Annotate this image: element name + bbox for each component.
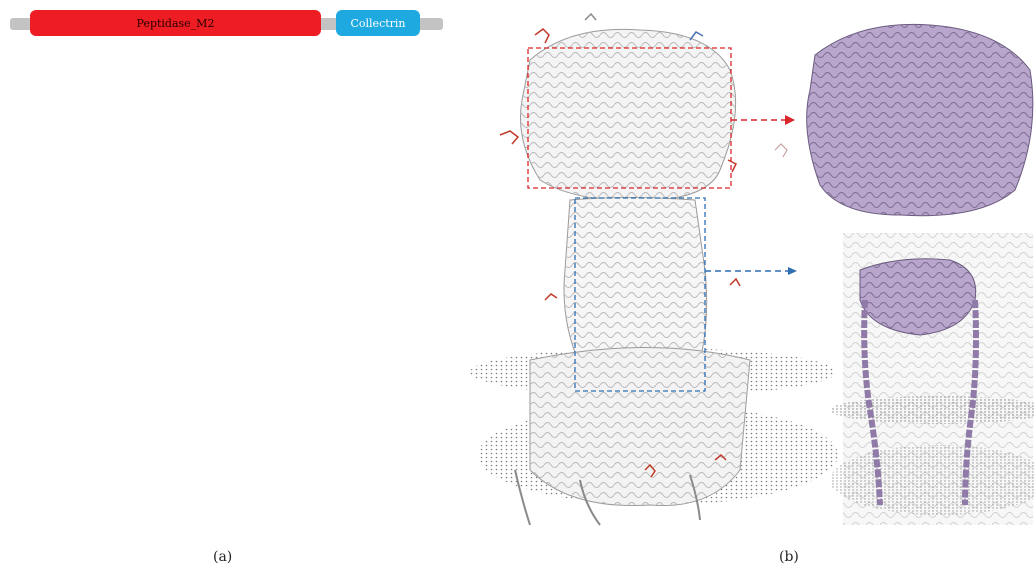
zoom-top-peptidase [774, 23, 1034, 217]
top-region-box [527, 47, 732, 189]
arrow-middle [705, 267, 797, 275]
domain-collectrin: Collectrin [336, 10, 420, 36]
domain-architecture-bar: Peptidase_M2 Collectrin [10, 10, 443, 36]
domain-peptidase-m2-label: Peptidase_M2 [136, 16, 215, 30]
panel-label-b: (b) [779, 549, 799, 565]
glycan-sticks [499, 12, 741, 478]
protein-structure-panel [470, 12, 1035, 526]
domain-collectrin-label: Collectrin [350, 16, 406, 30]
zoom-middle-collectrin [830, 233, 1035, 525]
arrow-top [731, 115, 795, 125]
middle-region-box [574, 197, 706, 392]
domain-peptidase-m2: Peptidase_M2 [30, 10, 321, 36]
protein-ribbon-main [514, 28, 751, 526]
panel-label-a: (a) [213, 549, 233, 565]
